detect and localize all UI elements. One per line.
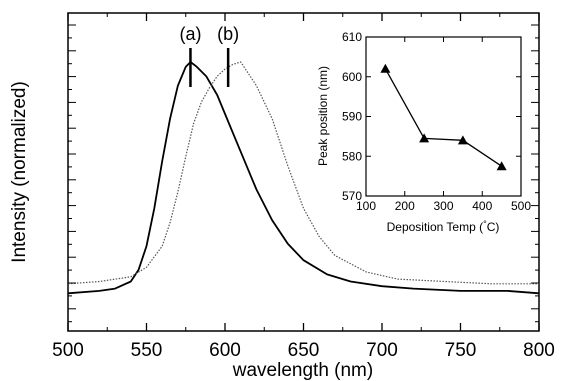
inset-data-point (380, 63, 391, 73)
peak-label-b: (b) (217, 24, 239, 44)
inset-y-tick-label: 590 (342, 110, 362, 124)
main-x-ticks: 500 550 600 650 700 750 800 (52, 13, 555, 361)
inset-y-ticks: 570 580 590 600 610 (342, 30, 521, 203)
x-tick-label: 800 (523, 340, 555, 361)
main-y-ticks (68, 24, 539, 323)
peak-label-a: (a) (179, 24, 201, 44)
x-tick-label: 550 (131, 340, 163, 361)
inset-x-tick-label: 400 (472, 199, 492, 213)
inset-y-axis-title: Peak position (nm) (316, 66, 330, 166)
inset-x-tick-label: 300 (433, 199, 453, 213)
x-tick-label: 500 (52, 340, 84, 361)
inset-y-tick-label: 610 (342, 30, 362, 44)
main-plot: 500 550 600 650 700 750 800 (a) (b) wavelength … (9, 12, 555, 381)
inset-data-point (419, 133, 430, 143)
x-tick-label: 650 (288, 340, 320, 361)
inset-y-tick-label: 570 (342, 189, 362, 203)
inset-frame (365, 36, 522, 197)
series-line-a (67, 61, 540, 295)
x-tick-label: 700 (366, 340, 398, 361)
inset-x-tick-label: 200 (395, 199, 415, 213)
main-annotations: (a) (b) (179, 24, 239, 87)
y-axis-title: Intensity (normalized) (9, 81, 30, 263)
main-series-group (67, 61, 540, 295)
x-axis-title: wavelength (nm) (232, 360, 373, 381)
inset-x-axis-title: Deposition Temp (°C) (387, 219, 500, 234)
x-tick-label: 600 (209, 340, 241, 361)
inset-series-group (380, 63, 507, 171)
inset-x-tick-label: 100 (356, 199, 376, 213)
inset-y-tick-label: 600 (342, 70, 362, 84)
x-tick-label: 750 (445, 340, 477, 361)
series-line-b (67, 61, 539, 285)
inset-plot: 100 200 300 400 500 570 580 590 600 610 Depositi… (316, 30, 531, 234)
inset-data-point (457, 135, 468, 145)
inset-x-tick-label: 500 (511, 199, 531, 213)
inset-x-ticks: 100 200 300 400 500 (356, 37, 531, 213)
inset-y-tick-label: 580 (342, 149, 362, 163)
inset-data-point (496, 161, 507, 171)
inset-series-line (384, 68, 502, 167)
